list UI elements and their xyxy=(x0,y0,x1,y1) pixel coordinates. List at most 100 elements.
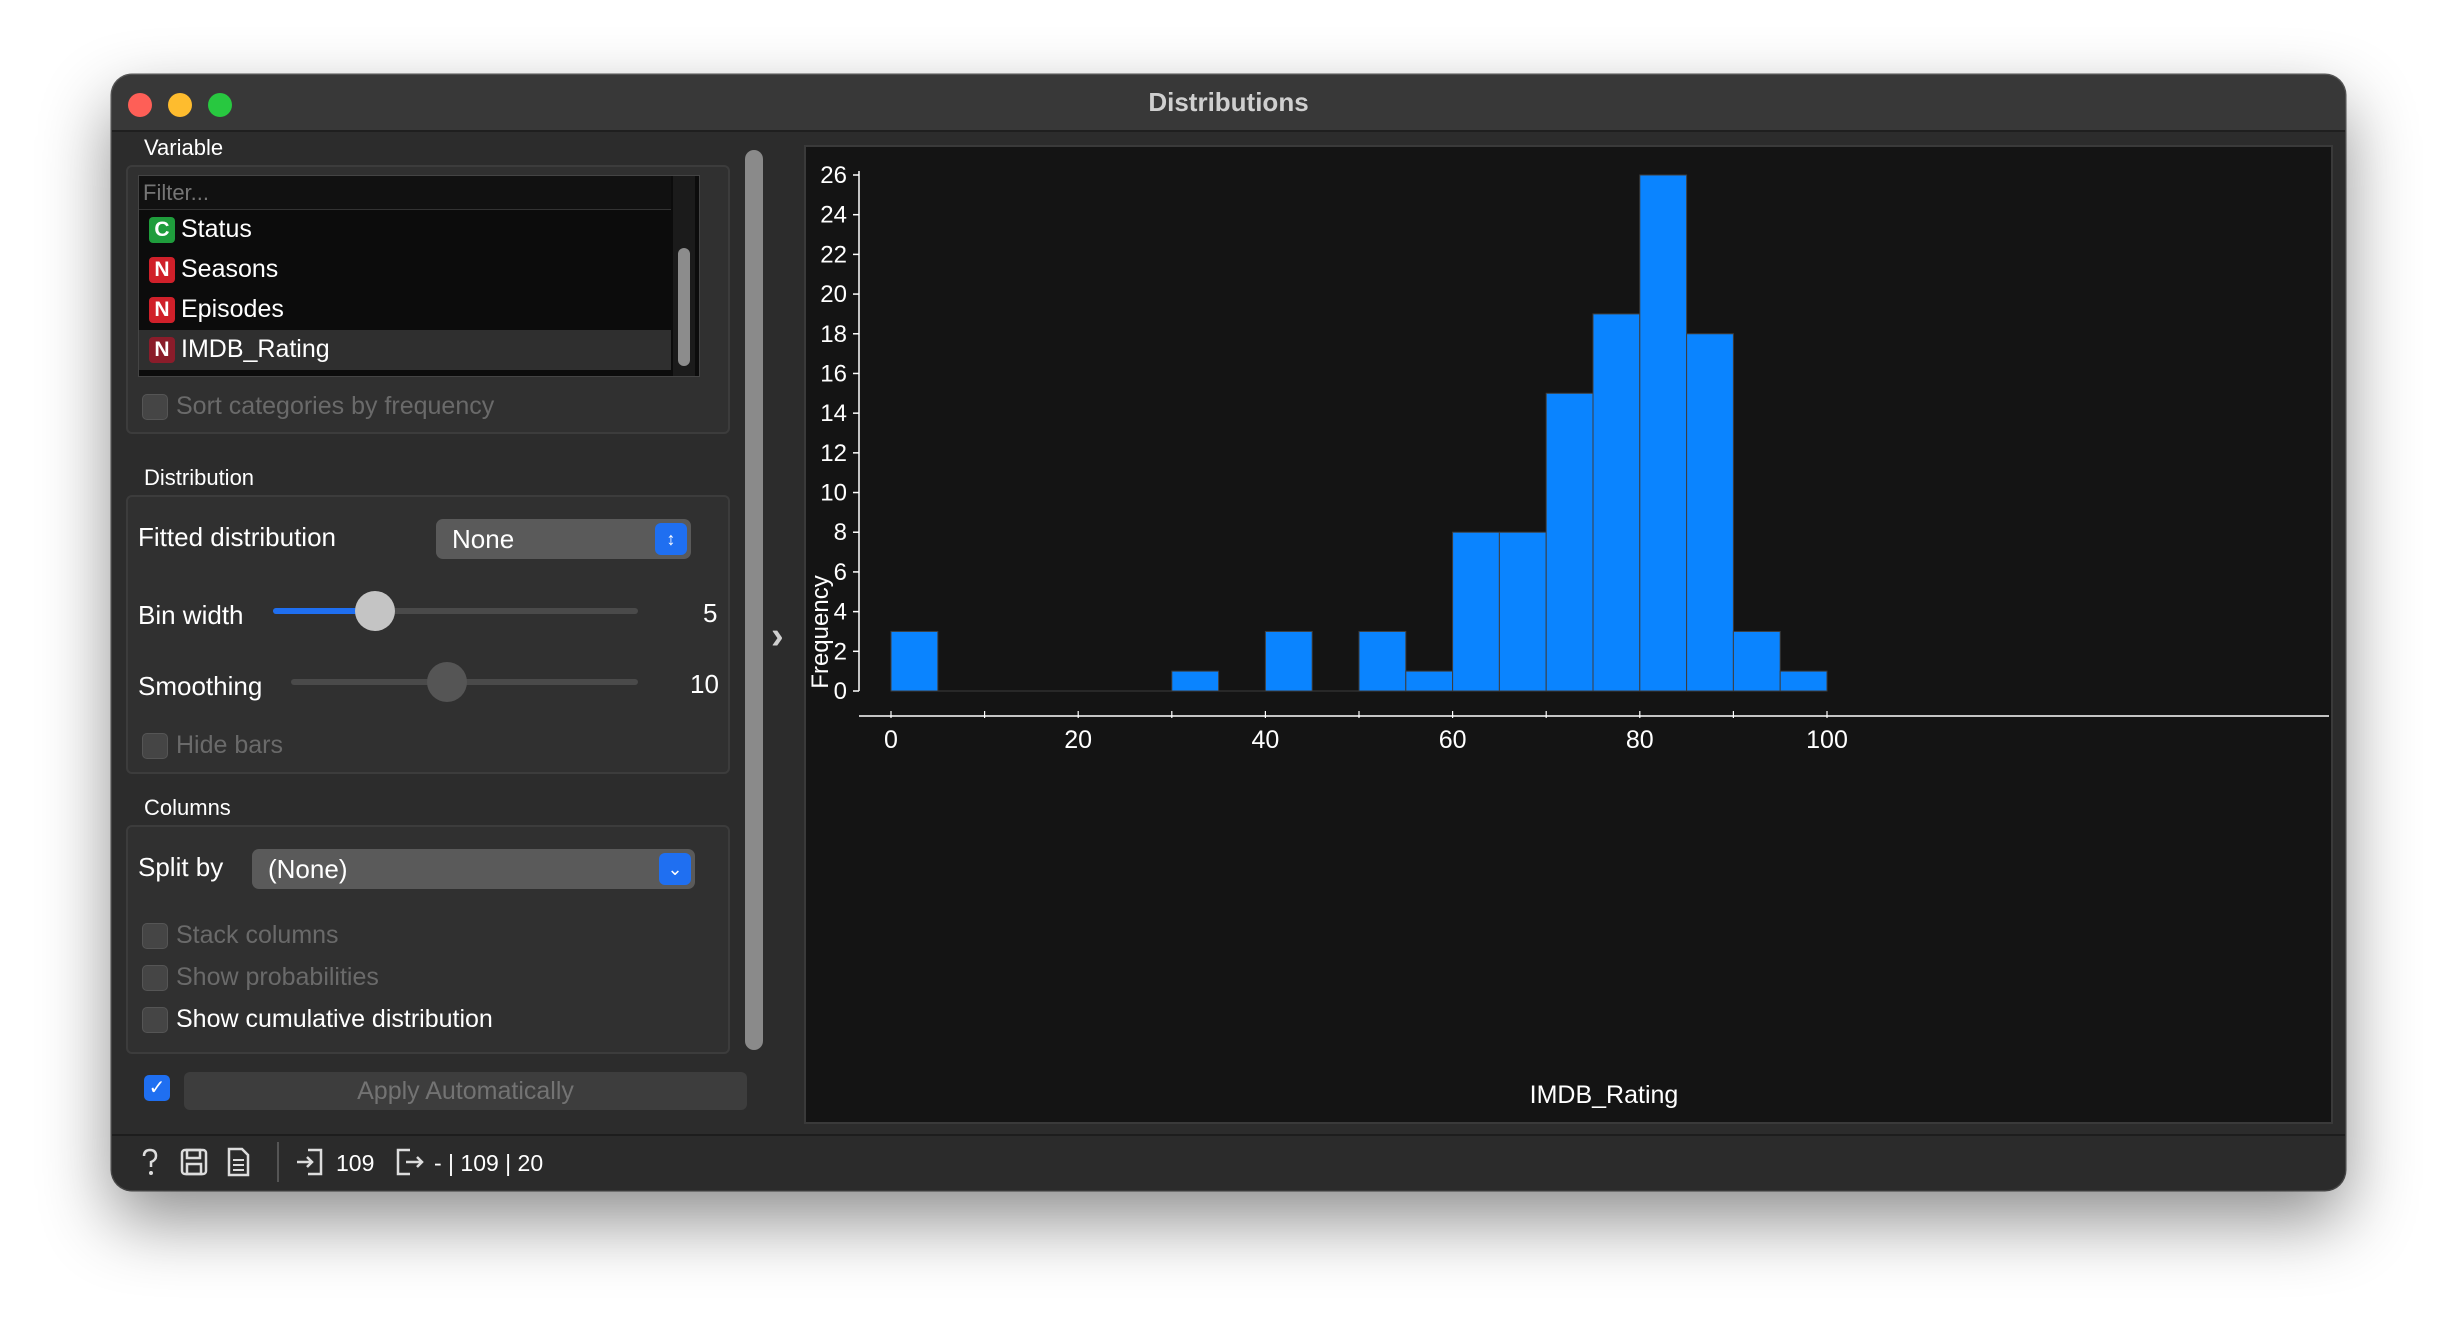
y-tick-label: 16 xyxy=(820,360,847,387)
input-count: 109 xyxy=(336,1150,375,1176)
help-icon[interactable] xyxy=(134,1146,166,1178)
variable-item[interactable]: N Episodes xyxy=(139,290,671,330)
histogram-bar xyxy=(1686,333,1734,692)
variable-type-badge: N xyxy=(149,297,175,323)
histogram-bar xyxy=(1358,630,1407,692)
output-icon xyxy=(396,1148,424,1176)
collapse-panel-chevron-icon[interactable]: › xyxy=(771,615,784,657)
stack-columns-checkbox[interactable] xyxy=(142,923,168,949)
input-icon xyxy=(297,1148,323,1176)
distributions-window: Distributions Variable CStatusNSeasonsNE… xyxy=(112,75,2345,1190)
y-tick-label: 18 xyxy=(820,321,847,348)
smoothing-slider[interactable] xyxy=(291,662,638,702)
show-cumulative-label: Show cumulative distribution xyxy=(176,1005,493,1033)
smoothing-slider-knob[interactable] xyxy=(427,662,468,702)
minimize-window-button[interactable] xyxy=(168,93,192,117)
y-axis-label: Frequency xyxy=(807,575,834,688)
updown-chevron-icon: ↕ xyxy=(655,523,687,555)
close-window-button[interactable] xyxy=(128,93,152,117)
variable-section-title: Variable xyxy=(144,135,224,160)
split-by-value: (None) xyxy=(268,854,348,884)
y-tick-label: 0 xyxy=(834,678,847,705)
bin-width-slider-fill xyxy=(273,608,376,614)
sort-by-frequency-checkbox[interactable] xyxy=(142,394,168,420)
columns-section-title: Columns xyxy=(144,795,231,820)
variable-list-scrollbar[interactable] xyxy=(673,176,695,376)
histogram-bar xyxy=(890,630,939,692)
save-icon[interactable] xyxy=(178,1146,210,1178)
histogram-bar xyxy=(1545,392,1594,692)
bin-width-label: Bin width xyxy=(138,600,244,630)
x-tick-label: 80 xyxy=(1626,726,1654,754)
variable-type-badge: N xyxy=(149,257,175,283)
y-tick-label: 12 xyxy=(820,440,847,467)
histogram-bar xyxy=(1405,670,1454,692)
title-bar: Distributions xyxy=(112,75,2345,132)
y-tick-label: 24 xyxy=(820,202,847,229)
y-tick-label: 10 xyxy=(820,480,847,507)
fitted-distribution-value: None xyxy=(452,524,515,554)
fitted-distribution-label: Fitted distribution xyxy=(138,522,336,552)
show-probabilities-label: Show probabilities xyxy=(176,963,379,991)
y-tick-label: 6 xyxy=(834,559,847,586)
report-icon[interactable] xyxy=(222,1146,254,1178)
variable-item[interactable]: C Status xyxy=(139,210,671,250)
smoothing-label: Smoothing xyxy=(138,671,263,701)
hide-bars-checkbox[interactable] xyxy=(142,733,168,759)
bin-width-slider-knob[interactable] xyxy=(355,591,396,631)
variable-item[interactable]: N IMDB_Rating xyxy=(139,330,671,370)
variable-item-label: Seasons xyxy=(181,255,279,283)
plot-area[interactable]: 0 2 4 6 8 10 12 14 16 18 20 22 24 26 0 20 40 60 80 100 Fre… xyxy=(804,145,2333,1124)
histogram-bar xyxy=(1171,670,1220,692)
bin-width-slider[interactable] xyxy=(273,591,638,631)
output-summary: - | 109 | 20 xyxy=(434,1150,544,1176)
bin-width-value: 5 xyxy=(703,598,718,628)
x-tick-label: 60 xyxy=(1439,726,1467,754)
status-divider xyxy=(277,1142,279,1182)
y-tick-label: 26 xyxy=(820,162,847,189)
y-tick-label: 20 xyxy=(820,281,847,308)
apply-automatically-checkbox[interactable]: ✓ xyxy=(144,1075,170,1101)
variable-item-label: IMDB_Rating xyxy=(181,335,330,363)
panel-splitter[interactable] xyxy=(745,150,763,1050)
distribution-group: Fitted distribution None ↕ Bin width 5 S… xyxy=(126,495,730,774)
y-tick-label: 2 xyxy=(834,638,847,665)
histogram-bar xyxy=(1732,630,1781,692)
fitted-distribution-select[interactable]: None ↕ xyxy=(436,519,691,559)
y-tick-label: 8 xyxy=(834,519,847,546)
columns-group: Split by (None) ⌄ Stack columns Show pro… xyxy=(126,825,730,1054)
chevron-down-icon: ⌄ xyxy=(659,853,691,885)
y-tick-label: 14 xyxy=(820,400,847,427)
status-bar: 109 - | 109 | 20 xyxy=(112,1134,2345,1190)
stack-columns-label: Stack columns xyxy=(176,921,339,949)
smoothing-value: 10 xyxy=(690,669,719,699)
histogram-bar xyxy=(1639,174,1688,692)
x-axis-label: IMDB_Rating xyxy=(1530,1081,1679,1109)
variable-list-scroll-thumb[interactable] xyxy=(678,248,690,366)
histogram-bar xyxy=(1264,630,1313,692)
sort-by-frequency-label: Sort categories by frequency xyxy=(176,392,495,420)
split-by-select[interactable]: (None) ⌄ xyxy=(252,849,695,889)
x-tick-label: 40 xyxy=(1251,726,1279,754)
show-probabilities-checkbox[interactable] xyxy=(142,965,168,991)
x-tick-label: 0 xyxy=(884,726,898,754)
y-tick-label: 4 xyxy=(834,599,847,626)
variable-type-badge: C xyxy=(149,217,175,243)
y-tick-label: 22 xyxy=(820,241,847,268)
variable-item-label: Status xyxy=(181,215,252,243)
window-title: Distributions xyxy=(1148,87,1309,117)
variable-item-label: Episodes xyxy=(181,295,284,323)
variable-type-badge: N xyxy=(149,337,175,363)
apply-automatically-button[interactable]: Apply Automatically xyxy=(184,1072,747,1110)
show-cumulative-checkbox[interactable] xyxy=(142,1007,168,1033)
variable-filter-input[interactable] xyxy=(139,176,671,210)
hide-bars-label: Hide bars xyxy=(176,731,283,759)
maximize-window-button[interactable] xyxy=(208,93,232,117)
variable-item[interactable]: N Seasons xyxy=(139,250,671,290)
histogram-bar xyxy=(1779,670,1828,692)
x-tick-label: 100 xyxy=(1806,726,1848,754)
split-by-label: Split by xyxy=(138,852,224,882)
